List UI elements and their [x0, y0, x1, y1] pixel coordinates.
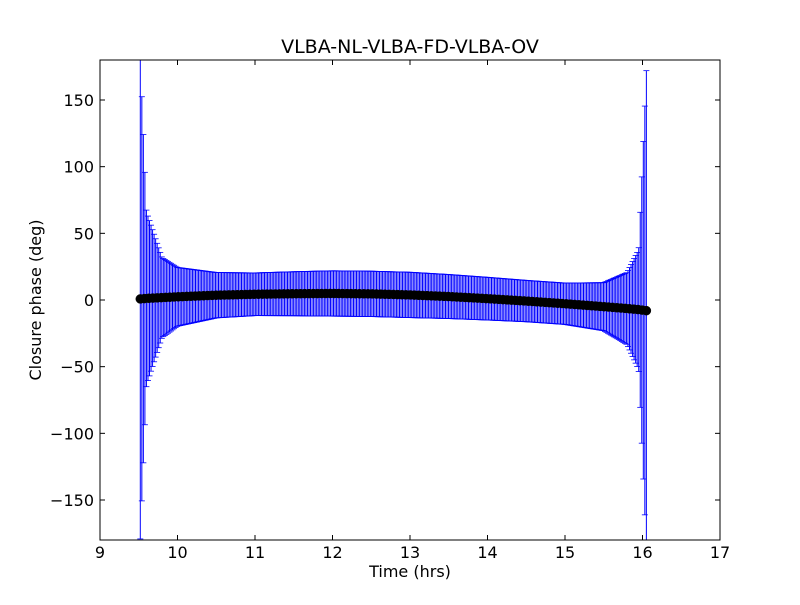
plot-content — [135, 60, 652, 540]
y-axis-label: Closure phase (deg) — [26, 219, 45, 380]
x-tick-label: 17 — [710, 543, 730, 562]
x-tick-label: 9 — [95, 543, 105, 562]
x-tick-label: 10 — [167, 543, 187, 562]
series-0 — [135, 60, 652, 540]
data-point — [641, 305, 652, 316]
ticks: 9 10 11 12 13 14 15 16 17 −150 −100 −50 0 50 100 150 — [50, 60, 730, 562]
y-tick-label: −50 — [60, 358, 94, 377]
x-tick-label: 12 — [322, 543, 342, 562]
y-tick-label: −100 — [50, 424, 94, 443]
y-tick-label: 100 — [63, 158, 94, 177]
y-tick-label: 150 — [63, 91, 94, 110]
y-tick-label: 0 — [84, 291, 94, 310]
x-tick-label: 16 — [632, 543, 652, 562]
x-tick-label: 13 — [400, 543, 420, 562]
x-tick-label: 14 — [477, 543, 497, 562]
x-tick-label: 11 — [245, 543, 265, 562]
x-tick-label: 15 — [555, 543, 575, 562]
data-markers — [135, 288, 652, 316]
x-axis-label: Time (hrs) — [368, 562, 451, 581]
error-caps — [137, 60, 650, 540]
chart-title: VLBA-NL-VLBA-FD-VLBA-OV — [281, 36, 539, 58]
y-tick-label: 50 — [74, 224, 94, 243]
y-tick-label: −150 — [50, 491, 94, 510]
